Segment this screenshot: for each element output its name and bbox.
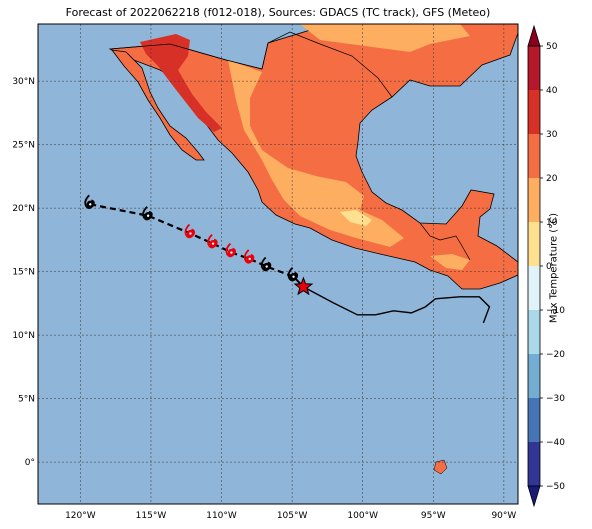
cyclone-symbol — [184, 223, 196, 239]
peak-region — [340, 210, 372, 226]
colorbar-tick-label: −40 — [546, 438, 565, 448]
lon-tick-label: 105°W — [277, 511, 308, 521]
colorbar-max-extension — [527, 24, 541, 47]
current-position-star-icon — [293, 276, 314, 296]
colorbar-segment — [528, 310, 540, 354]
highland-region — [228, 60, 404, 247]
lon-tick-label: 120°W — [65, 511, 96, 521]
cyclone-symbol — [225, 242, 236, 258]
map-frame — [37, 23, 519, 505]
colorbar-tick-label: 0 — [546, 262, 552, 272]
cyclone-symbol — [243, 249, 255, 264]
lon-tick-label: 95°W — [421, 511, 446, 521]
lat-tick-label: 10°N — [12, 331, 35, 341]
hot-region — [140, 34, 222, 132]
map-title: Forecast of 2022062218 (f012-018), Sourc… — [65, 6, 491, 19]
lon-tick-label: 100°W — [347, 511, 378, 521]
land-base — [108, 24, 518, 290]
colorbar-tick-label: −20 — [546, 350, 565, 360]
colorbar-segment — [528, 134, 540, 178]
colorbar-tick-label: −10 — [546, 306, 565, 316]
colorbar-segment — [528, 178, 540, 222]
colorbar-min-extension — [527, 485, 541, 508]
lat-tick-label: 25°N — [12, 141, 35, 151]
colorbar-tick-label: 20 — [546, 174, 558, 184]
colorbar-tick-label: 30 — [546, 130, 558, 140]
cyclone-symbol — [207, 234, 218, 249]
cyclone-symbol — [260, 256, 272, 272]
cyclone-symbol — [142, 206, 153, 221]
colorbar-segment — [528, 46, 540, 90]
cyclone-track — [84, 194, 491, 324]
colorbar-segment — [528, 354, 540, 398]
colorbar-segment — [528, 266, 540, 310]
border-line — [109, 31, 393, 98]
lat-tick-label: 0° — [25, 458, 35, 468]
colorbar-tick-label: 10 — [546, 218, 558, 228]
lat-tick-label: 20°N — [12, 204, 35, 214]
lat-tick-label: 30°N — [12, 77, 35, 87]
colorbar-tick-label: 40 — [546, 86, 558, 96]
highland-region-2 — [430, 254, 470, 270]
cyclone-symbol — [287, 267, 299, 282]
colorbar: 50 40 30 20 10 0 −10 −20 −30 −40 −50 — [527, 24, 565, 508]
cyclone-symbol — [84, 194, 95, 209]
colorbar-label: Max Temperature (°C) — [548, 212, 560, 324]
track-observed-line — [303, 286, 491, 324]
lon-tick-label: 90°W — [491, 511, 516, 521]
gridlines — [38, 24, 518, 504]
lat-tick-label: 15°N — [12, 268, 35, 278]
colorbar-segment — [528, 90, 540, 134]
island-region — [433, 459, 448, 475]
colorbar-tick-label: −50 — [546, 482, 565, 492]
colorbar-segment — [528, 222, 540, 266]
lon-tick-label: 115°W — [136, 511, 167, 521]
land-temperature-layer — [108, 24, 518, 475]
lat-tick-label: 5°N — [18, 395, 35, 405]
border-line-2 — [419, 222, 471, 261]
lon-tick-label: 110°W — [206, 511, 237, 521]
colorbar-tick-label: 50 — [546, 42, 558, 52]
colorbar-segment — [528, 442, 540, 486]
cool-region — [300, 24, 470, 52]
baja-peninsula — [111, 49, 205, 161]
colorbar-segment — [528, 398, 540, 442]
colorbar-tick-label: −30 — [546, 394, 565, 404]
latitude-tick-labels: 30°N 25°N 20°N 15°N 10°N 5°N 0° — [12, 77, 35, 468]
longitude-tick-labels: 120°W 115°W 110°W 105°W 100°W 95°W 90°W — [65, 511, 516, 521]
